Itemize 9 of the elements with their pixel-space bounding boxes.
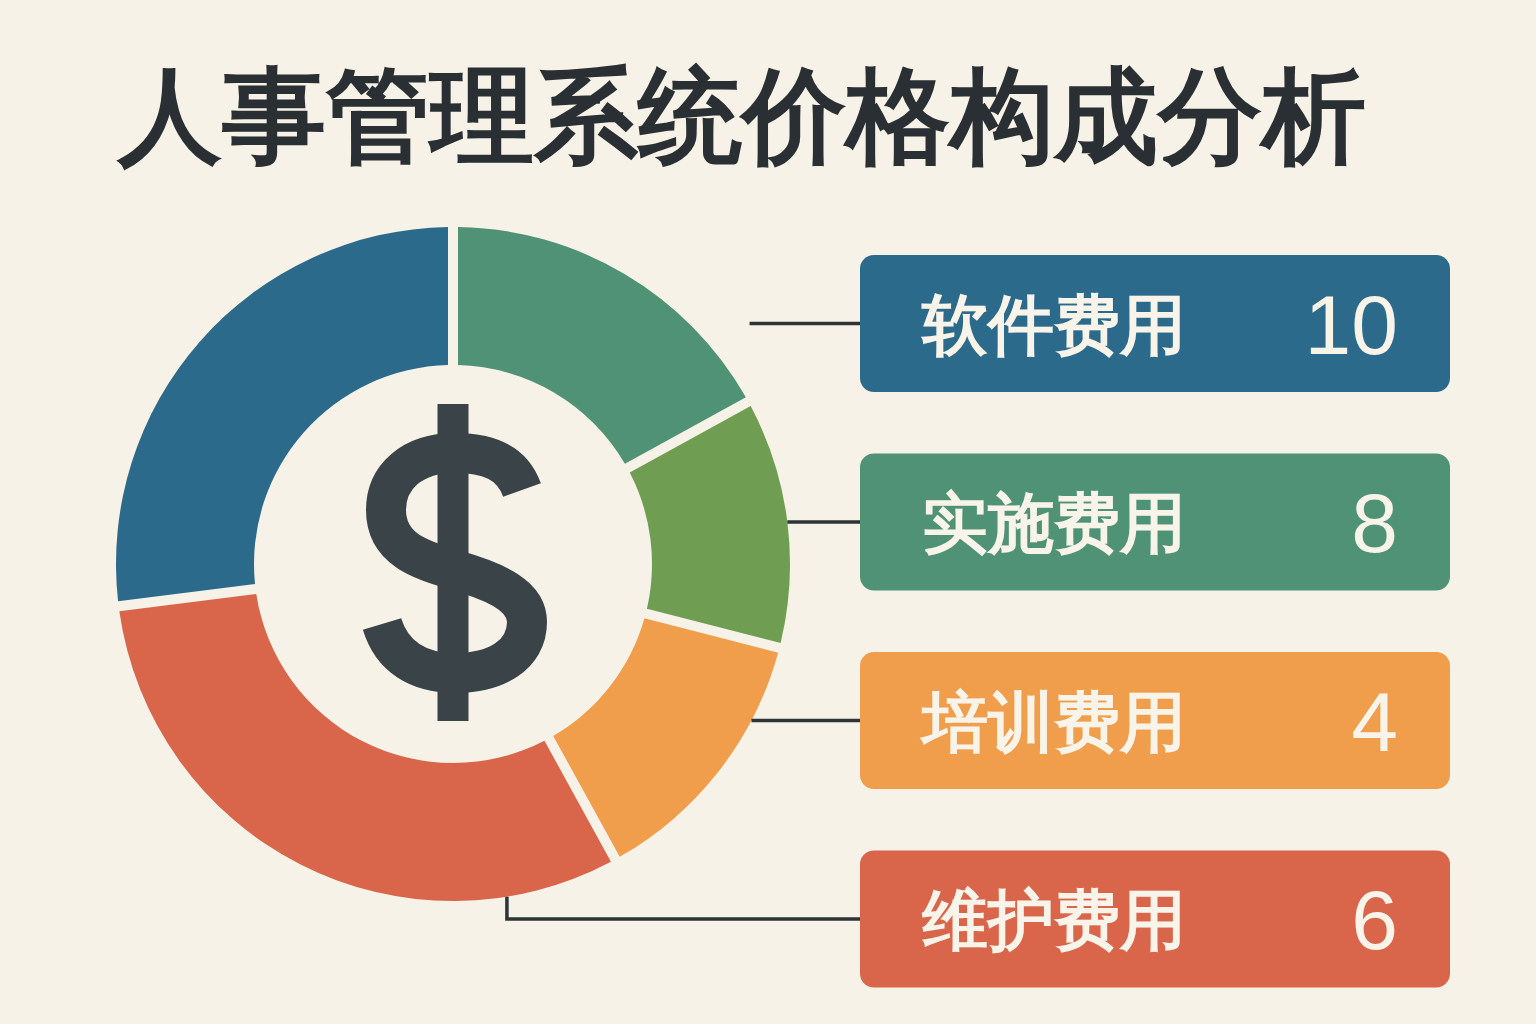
- category-label: 培训费用: [919, 684, 1186, 759]
- chart-title: 人事管理系统价格构成分析: [116, 58, 1366, 174]
- category-label: 维护费用: [921, 883, 1186, 957]
- category-label: 实施费用: [922, 486, 1186, 560]
- data-label: 10: [1304, 277, 1398, 372]
- data-label: 8: [1351, 476, 1398, 570]
- data-label: 6: [1351, 873, 1398, 967]
- category-label: 软件费用: [920, 287, 1186, 362]
- data-label: 4: [1351, 674, 1398, 769]
